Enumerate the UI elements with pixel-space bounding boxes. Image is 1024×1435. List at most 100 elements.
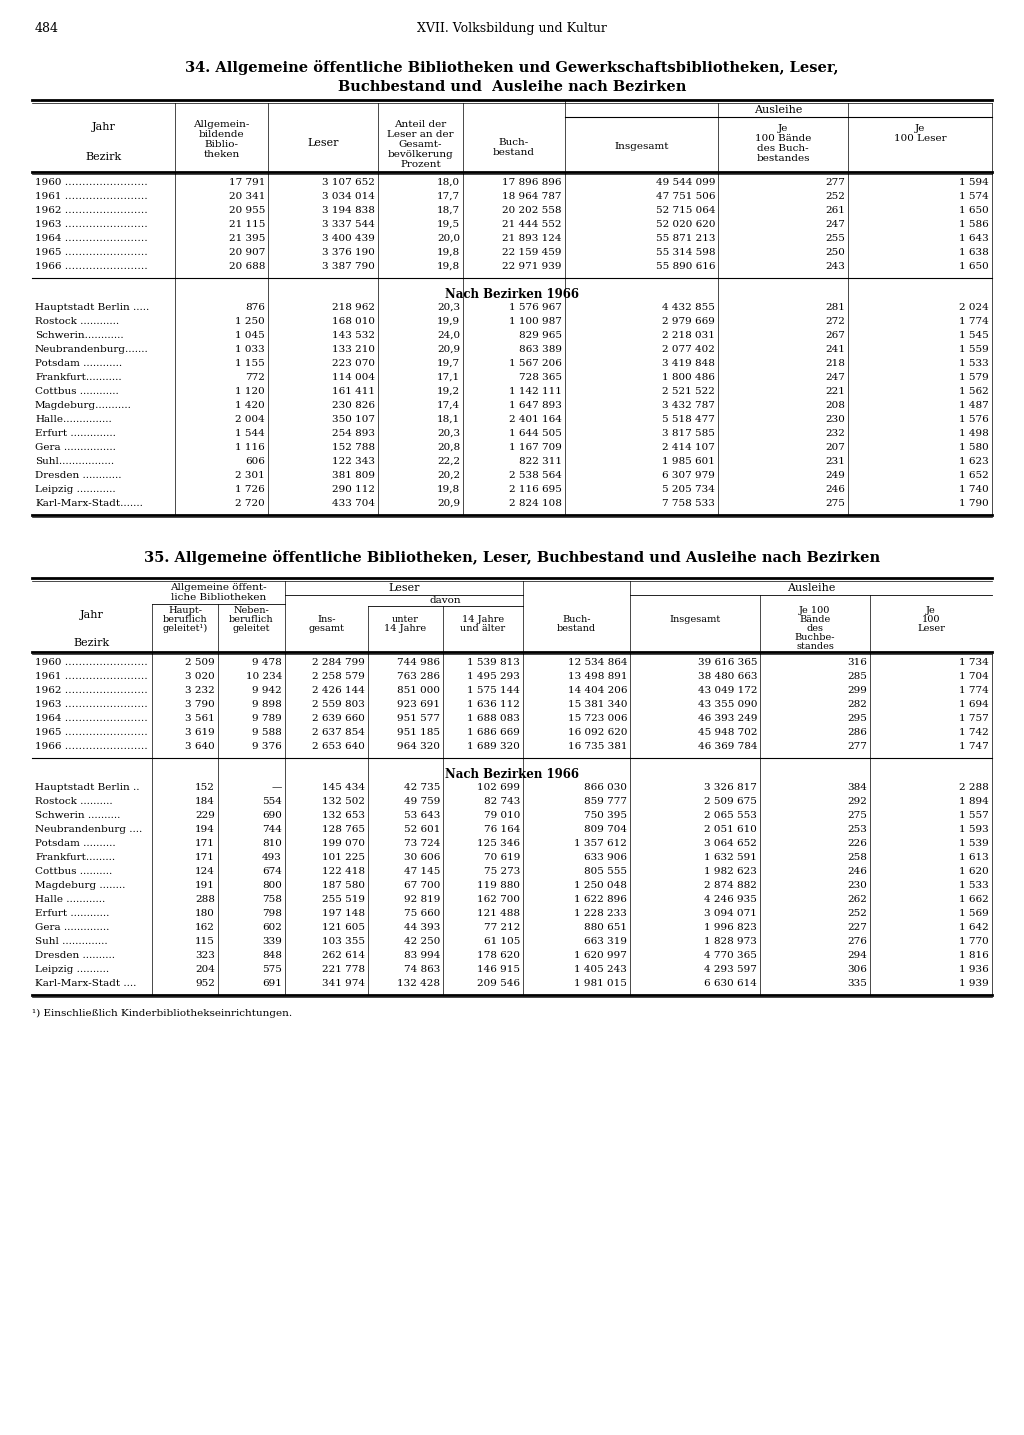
Text: 1 770: 1 770 xyxy=(959,937,989,946)
Text: Rostock ............: Rostock ............ xyxy=(35,317,119,326)
Text: 226: 226 xyxy=(847,839,867,848)
Text: 34. Allgemeine öffentliche Bibliotheken und Gewerkschaftsbibliotheken, Leser,: 34. Allgemeine öffentliche Bibliotheken … xyxy=(185,60,839,75)
Text: 2 051 610: 2 051 610 xyxy=(705,825,757,834)
Text: 218 962: 218 962 xyxy=(332,303,375,311)
Text: 1 643: 1 643 xyxy=(959,234,989,243)
Text: geleitet: geleitet xyxy=(232,624,270,633)
Text: Gera ..............: Gera .............. xyxy=(35,923,110,931)
Text: Suhl ..............: Suhl .............. xyxy=(35,937,108,946)
Text: bestand: bestand xyxy=(557,624,596,633)
Text: 19,8: 19,8 xyxy=(437,263,460,271)
Text: Karl-Marx-Stadt.......: Karl-Marx-Stadt....... xyxy=(35,499,143,508)
Text: 18,1: 18,1 xyxy=(437,415,460,423)
Text: 191: 191 xyxy=(196,881,215,890)
Text: 17 791: 17 791 xyxy=(228,178,265,187)
Text: 1 688 083: 1 688 083 xyxy=(467,715,520,723)
Text: 20 907: 20 907 xyxy=(228,248,265,257)
Text: 2 653 640: 2 653 640 xyxy=(312,742,365,751)
Text: 1 981 015: 1 981 015 xyxy=(574,979,627,989)
Text: bestand: bestand xyxy=(493,148,535,156)
Text: standes: standes xyxy=(796,641,834,651)
Text: 7 758 533: 7 758 533 xyxy=(663,499,715,508)
Text: 253: 253 xyxy=(847,825,867,834)
Text: Erfurt ..............: Erfurt .............. xyxy=(35,429,116,438)
Text: 21 444 552: 21 444 552 xyxy=(503,220,562,230)
Text: 46 369 784: 46 369 784 xyxy=(697,742,757,751)
Text: 1 045: 1 045 xyxy=(236,331,265,340)
Text: 1 544: 1 544 xyxy=(236,429,265,438)
Text: 1 250 048: 1 250 048 xyxy=(574,881,627,890)
Text: 3 337 544: 3 337 544 xyxy=(323,220,375,230)
Text: 1 638: 1 638 xyxy=(959,248,989,257)
Text: 208: 208 xyxy=(825,400,845,410)
Text: 876: 876 xyxy=(245,303,265,311)
Text: 923 691: 923 691 xyxy=(397,700,440,709)
Text: 285: 285 xyxy=(847,672,867,682)
Text: 55 890 616: 55 890 616 xyxy=(655,263,715,271)
Text: 2 979 669: 2 979 669 xyxy=(663,317,715,326)
Text: 1 740: 1 740 xyxy=(959,485,989,494)
Text: 197 148: 197 148 xyxy=(322,908,365,918)
Text: 663 319: 663 319 xyxy=(584,937,627,946)
Text: Halle...............: Halle............... xyxy=(35,415,112,423)
Text: 16 735 381: 16 735 381 xyxy=(567,742,627,751)
Text: 92 819: 92 819 xyxy=(403,895,440,904)
Text: 1 100 987: 1 100 987 xyxy=(509,317,562,326)
Text: 55 314 598: 55 314 598 xyxy=(655,248,715,257)
Text: 5 205 734: 5 205 734 xyxy=(663,485,715,494)
Text: beruflich: beruflich xyxy=(163,616,207,624)
Text: 82 743: 82 743 xyxy=(483,796,520,806)
Text: 152 788: 152 788 xyxy=(332,443,375,452)
Text: des Buch-: des Buch- xyxy=(757,144,809,154)
Text: 22 971 939: 22 971 939 xyxy=(503,263,562,271)
Text: Jahr: Jahr xyxy=(80,610,104,620)
Text: 49 759: 49 759 xyxy=(403,796,440,806)
Text: 1 575 144: 1 575 144 xyxy=(467,686,520,695)
Text: Bände: Bände xyxy=(800,616,830,624)
Text: 1 539 813: 1 539 813 xyxy=(467,659,520,667)
Text: 3 326 817: 3 326 817 xyxy=(705,784,757,792)
Text: 1965 ……………………: 1965 …………………… xyxy=(35,728,147,738)
Text: 1 593: 1 593 xyxy=(959,825,989,834)
Text: 73 724: 73 724 xyxy=(403,839,440,848)
Text: 1 650: 1 650 xyxy=(959,263,989,271)
Text: 2 521 522: 2 521 522 xyxy=(663,387,715,396)
Text: 1 562: 1 562 xyxy=(959,387,989,396)
Text: 3 817 585: 3 817 585 xyxy=(663,429,715,438)
Text: 3 194 838: 3 194 838 xyxy=(323,207,375,215)
Text: 9 942: 9 942 xyxy=(252,686,282,695)
Text: 316: 316 xyxy=(847,659,867,667)
Text: Magdeburg ........: Magdeburg ........ xyxy=(35,881,125,890)
Text: 20,2: 20,2 xyxy=(437,471,460,479)
Text: 74 863: 74 863 xyxy=(403,964,440,974)
Text: 800: 800 xyxy=(262,881,282,890)
Text: 230: 230 xyxy=(825,415,845,423)
Text: 115: 115 xyxy=(196,937,215,946)
Text: 2 004: 2 004 xyxy=(236,415,265,423)
Text: 1 420: 1 420 xyxy=(236,400,265,410)
Text: 1 774: 1 774 xyxy=(959,686,989,695)
Text: Potsdam ..........: Potsdam .......... xyxy=(35,839,116,848)
Text: 49 544 099: 49 544 099 xyxy=(655,178,715,187)
Text: 45 948 702: 45 948 702 xyxy=(697,728,757,738)
Text: 1 622 896: 1 622 896 xyxy=(574,895,627,904)
Text: 1 250: 1 250 xyxy=(236,317,265,326)
Text: 1 816: 1 816 xyxy=(959,951,989,960)
Text: bevölkerung: bevölkerung xyxy=(388,151,454,159)
Text: 178 620: 178 620 xyxy=(477,951,520,960)
Text: 1961 ……………………: 1961 …………………… xyxy=(35,672,147,682)
Text: 1 734: 1 734 xyxy=(959,659,989,667)
Text: 255: 255 xyxy=(825,234,845,243)
Text: 52 020 620: 52 020 620 xyxy=(655,220,715,230)
Text: 44 393: 44 393 xyxy=(403,923,440,931)
Text: 20,3: 20,3 xyxy=(437,303,460,311)
Text: 252: 252 xyxy=(847,908,867,918)
Text: 863 389: 863 389 xyxy=(519,344,562,354)
Text: 1 747: 1 747 xyxy=(959,742,989,751)
Text: 350 107: 350 107 xyxy=(332,415,375,423)
Text: 114 004: 114 004 xyxy=(332,373,375,382)
Text: 47 751 506: 47 751 506 xyxy=(655,192,715,201)
Text: 277: 277 xyxy=(825,178,845,187)
Text: 276: 276 xyxy=(847,937,867,946)
Text: 1 686 669: 1 686 669 xyxy=(467,728,520,738)
